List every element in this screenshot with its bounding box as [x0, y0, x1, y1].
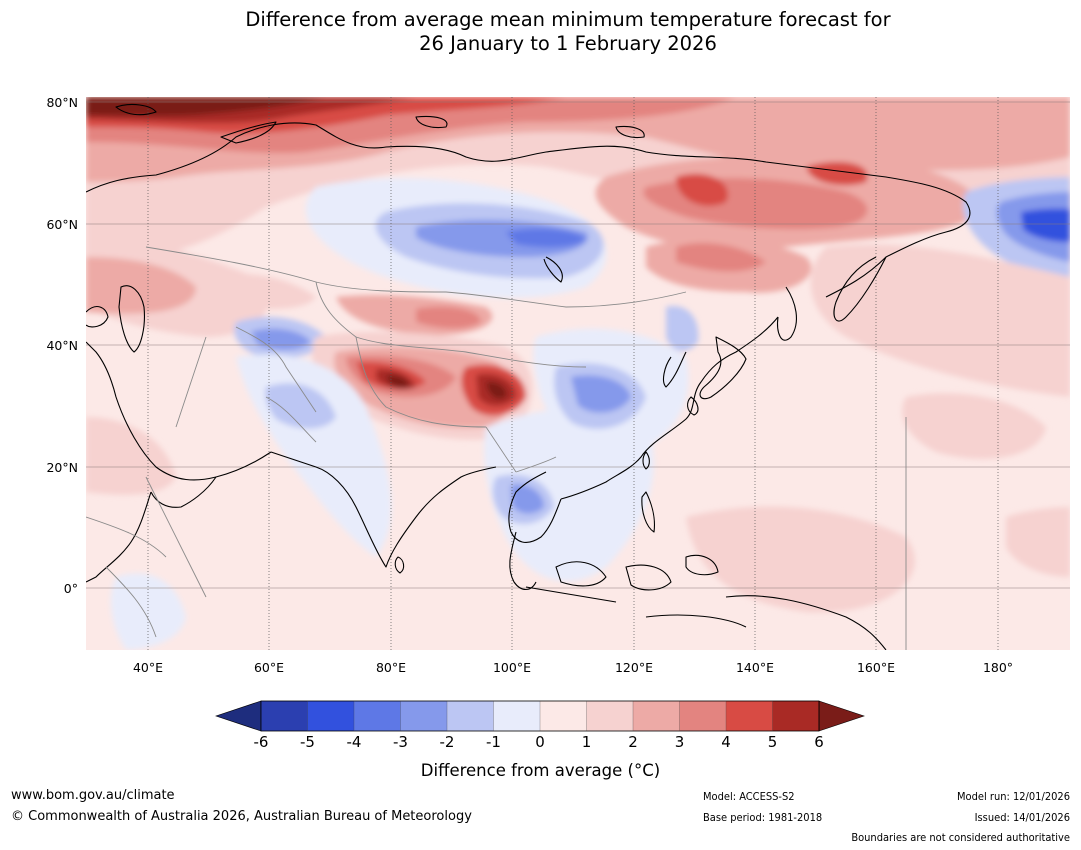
colorbar-bin — [493, 701, 540, 731]
colorbar-tick-label: 1 — [581, 733, 592, 751]
mongolia-warm-2 — [416, 306, 481, 329]
pacific-warm-2 — [686, 506, 915, 613]
colorbar-tick-label: -2 — [439, 733, 455, 751]
bering-cool-3 — [1021, 208, 1070, 242]
issued-date: Issued: 14/01/2026 — [974, 811, 1070, 824]
colorbar-extend-low — [215, 700, 262, 732]
colorbar-tick-label: -3 — [393, 733, 408, 751]
boundaries-disclaimer: Boundaries are not considered authoritat… — [851, 831, 1070, 844]
siberia-cool-4 — [506, 228, 586, 248]
lon-label-120e: 120°E — [614, 660, 653, 675]
colorbar-bin — [447, 701, 494, 731]
lon-label-80e: 80°E — [375, 660, 407, 675]
colorbar-tick-label: -1 — [486, 733, 501, 751]
india-cool-2 — [265, 383, 336, 429]
gridlines — [86, 101, 1070, 589]
title-line-2: 26 January to 1 February 2026 — [419, 32, 717, 55]
lon-label-140e: 140°E — [735, 660, 774, 675]
lon-label-40e: 40°E — [132, 660, 164, 675]
korea-cool — [666, 306, 699, 352]
colorbar-tick-label: 5 — [767, 733, 778, 751]
kazakh-warm — [206, 273, 316, 309]
colorbar-tick-label: 4 — [721, 733, 731, 751]
siberia-warm-4 — [806, 162, 868, 186]
lat-label-0: 0° — [63, 581, 78, 596]
lat-label-20n: 20°N — [46, 460, 78, 475]
colorbar-bin — [772, 701, 819, 731]
lat-label-80n: 80°N — [46, 95, 78, 110]
copyright-text: © Commonwealth of Australia 2026, Austra… — [11, 809, 472, 824]
coastlines — [86, 103, 971, 650]
indochina-cool-2 — [511, 484, 544, 514]
base-period: Base period: 1981-2018 — [703, 811, 823, 824]
colorbar-tick-label: -5 — [300, 733, 315, 751]
pacific-warm — [810, 244, 1070, 397]
colorbar-label: Difference from average (°C) — [420, 761, 661, 780]
model-run: Model run: 12/01/2026 — [957, 790, 1070, 803]
lon-label-180: 180° — [982, 660, 1014, 675]
colorbar-tick-label: 6 — [814, 733, 824, 751]
colorbar-extend-high — [818, 700, 865, 732]
central-asia-warm-2 — [86, 257, 196, 314]
colorbar-tick-label: 0 — [535, 733, 545, 751]
country-borders — [86, 246, 907, 650]
colorbar-bin — [540, 701, 587, 731]
pacific-warm-3 — [902, 393, 1046, 459]
lon-label-160e: 160°E — [856, 660, 895, 675]
colorbar-tick-label: 3 — [674, 733, 685, 751]
website-link[interactable]: www.bom.gov.au/climate — [11, 788, 175, 803]
sichuan-warm-3 — [486, 381, 507, 399]
colorbar-bin — [679, 701, 726, 731]
colorbar-bin — [307, 701, 354, 731]
colorbar-bin — [726, 701, 773, 731]
colorbar-tick-label: -4 — [346, 733, 362, 751]
lat-label-60n: 60°N — [46, 217, 78, 232]
colorbar — [215, 700, 867, 736]
colorbar-bin — [633, 701, 680, 731]
forecast-map — [86, 97, 1070, 650]
title-line-1: Difference from average mean minimum tem… — [245, 8, 891, 31]
chart-title: Difference from average mean minimum tem… — [0, 8, 1081, 56]
meridians — [147, 97, 999, 650]
colorbar-tick-label: 2 — [628, 733, 638, 751]
colorbar-tick-label: -6 — [253, 733, 269, 751]
arabia-warm — [86, 417, 176, 495]
lon-label-60e: 60°E — [253, 660, 285, 675]
manchuria-warm-2 — [676, 242, 766, 272]
lon-label-100e: 100°E — [492, 660, 531, 675]
colorbar-bin — [400, 701, 447, 731]
colorbar-bin — [261, 701, 308, 731]
colorbar-bin — [586, 701, 633, 731]
china-cool-3 — [571, 375, 631, 413]
model-name: Model: ACCESS-S2 — [703, 790, 795, 803]
colorbar-bin — [354, 701, 401, 731]
siberia-warm-3 — [676, 173, 728, 206]
anomaly-fields — [86, 97, 1070, 650]
lat-label-40n: 40°N — [46, 338, 78, 353]
tibet-warm-6 — [386, 374, 409, 388]
pacific-warm-4 — [1006, 507, 1070, 577]
